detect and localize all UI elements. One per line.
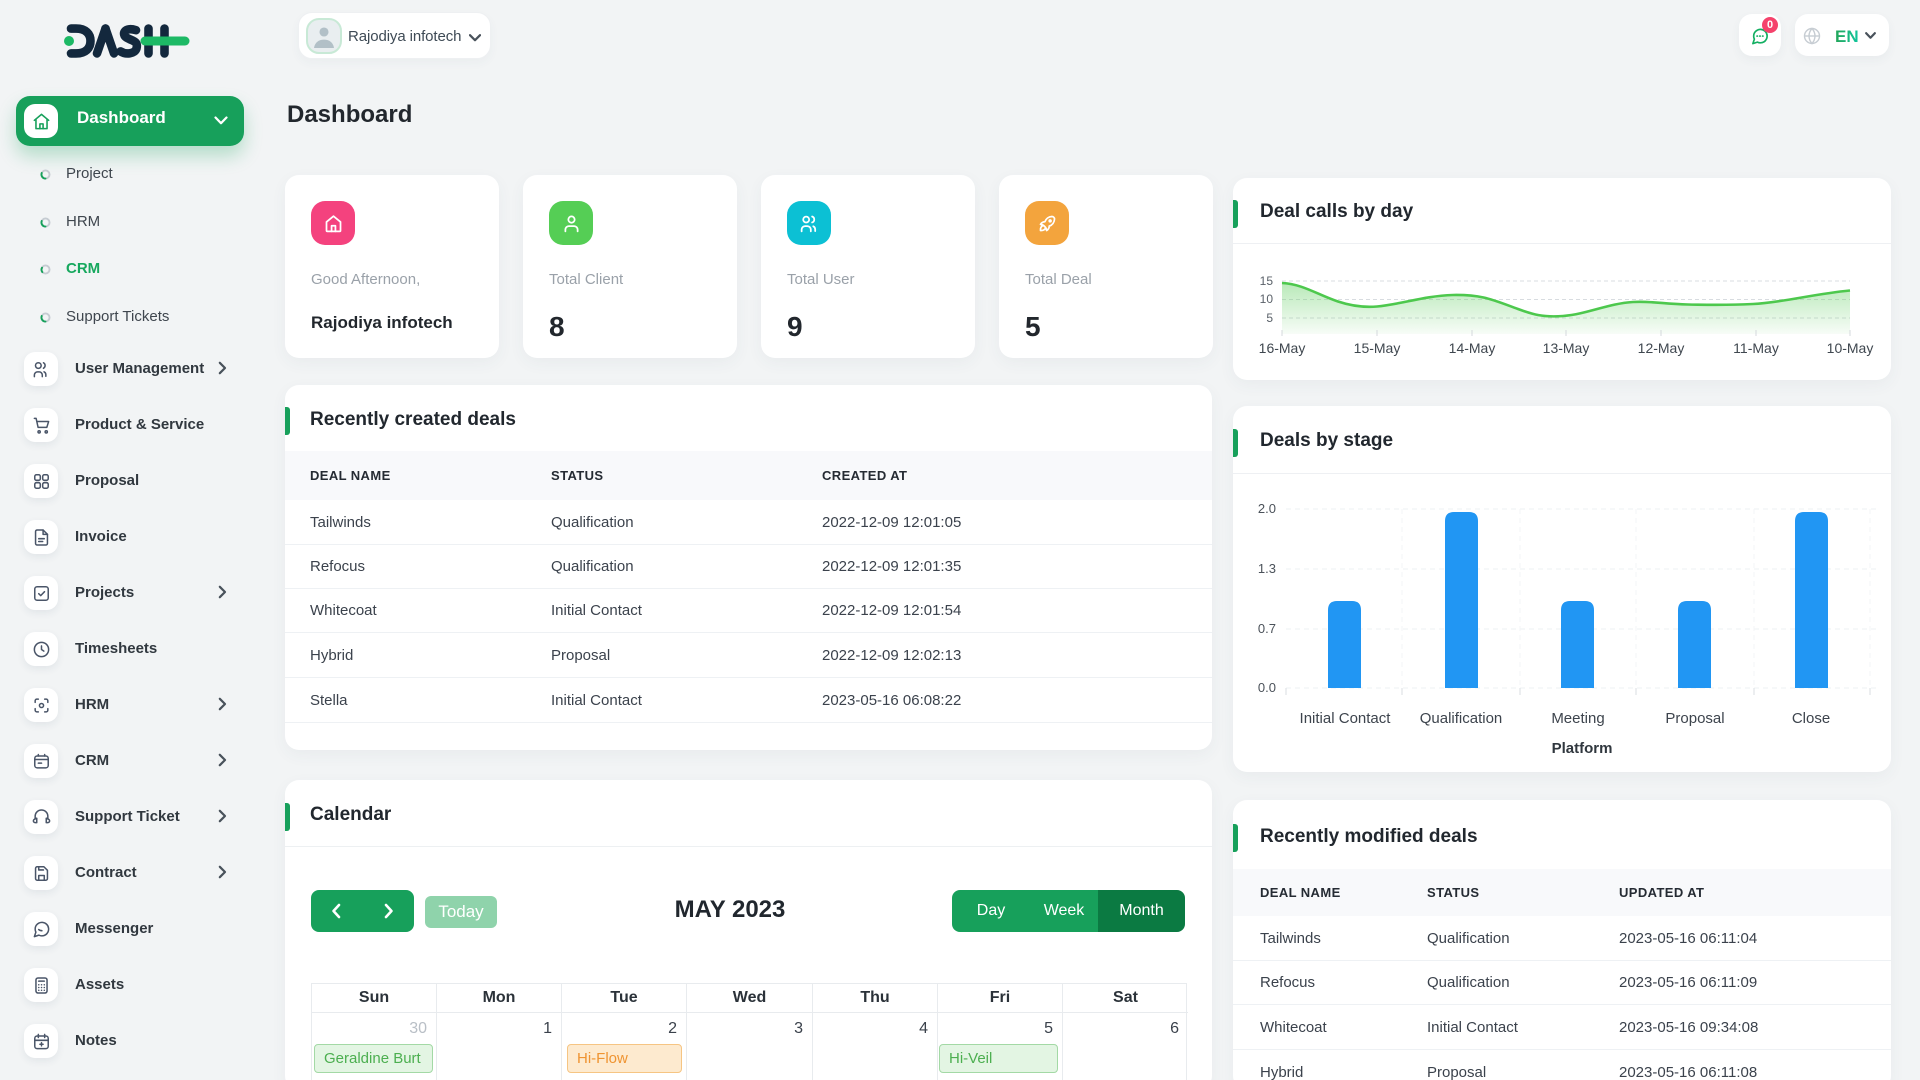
- svg-text:15-May: 15-May: [1354, 340, 1401, 356]
- svg-text:Platform: Platform: [1552, 740, 1613, 757]
- svg-text:Qualification: Qualification: [1420, 710, 1503, 727]
- svg-text:12-May: 12-May: [1638, 340, 1685, 356]
- svg-text:11-May: 11-May: [1733, 340, 1779, 356]
- svg-text:Meeting: Meeting: [1551, 710, 1604, 727]
- svg-text:5: 5: [1266, 311, 1273, 325]
- svg-text:Close: Close: [1792, 710, 1830, 727]
- svg-text:16-May: 16-May: [1259, 340, 1306, 356]
- svg-text:13-May: 13-May: [1543, 340, 1590, 356]
- svg-text:Proposal: Proposal: [1665, 710, 1724, 727]
- svg-text:1.3: 1.3: [1258, 561, 1276, 576]
- svg-text:10: 10: [1260, 292, 1274, 306]
- svg-text:10-May: 10-May: [1827, 340, 1874, 356]
- svg-text:0.7: 0.7: [1258, 621, 1276, 636]
- svg-text:Initial Contact: Initial Contact: [1300, 710, 1392, 727]
- svg-text:0.0: 0.0: [1258, 680, 1276, 695]
- svg-text:14-May: 14-May: [1449, 340, 1496, 356]
- svg-text:2.0: 2.0: [1258, 501, 1276, 516]
- svg-text:15: 15: [1260, 274, 1274, 288]
